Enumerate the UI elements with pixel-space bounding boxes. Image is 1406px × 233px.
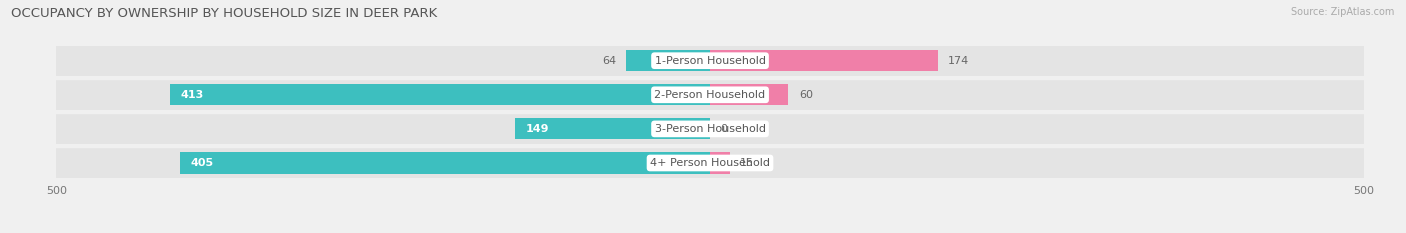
Text: 4+ Person Household: 4+ Person Household <box>650 158 770 168</box>
Text: 413: 413 <box>180 90 204 100</box>
Bar <box>56 114 1364 144</box>
Bar <box>710 50 938 71</box>
Text: 3-Person Household: 3-Person Household <box>655 124 765 134</box>
Text: 405: 405 <box>191 158 214 168</box>
Text: 174: 174 <box>948 56 969 66</box>
Text: 2-Person Household: 2-Person Household <box>654 90 766 100</box>
Text: 149: 149 <box>526 124 550 134</box>
Text: 60: 60 <box>799 90 813 100</box>
Text: 64: 64 <box>602 56 616 66</box>
Bar <box>710 152 730 174</box>
Bar <box>626 50 710 71</box>
Text: OCCUPANCY BY OWNERSHIP BY HOUSEHOLD SIZE IN DEER PARK: OCCUPANCY BY OWNERSHIP BY HOUSEHOLD SIZE… <box>11 7 437 20</box>
Bar <box>56 80 1364 110</box>
Bar <box>710 84 789 105</box>
Text: 0: 0 <box>720 124 727 134</box>
Text: Source: ZipAtlas.com: Source: ZipAtlas.com <box>1291 7 1395 17</box>
Bar <box>56 148 1364 178</box>
Bar <box>56 46 1364 75</box>
Bar <box>170 84 710 105</box>
Bar <box>515 118 710 140</box>
Bar <box>180 152 710 174</box>
Text: 15: 15 <box>740 158 754 168</box>
Legend: Owner-occupied, Renter-occupied: Owner-occupied, Renter-occupied <box>588 230 832 233</box>
Text: 1-Person Household: 1-Person Household <box>655 56 765 66</box>
